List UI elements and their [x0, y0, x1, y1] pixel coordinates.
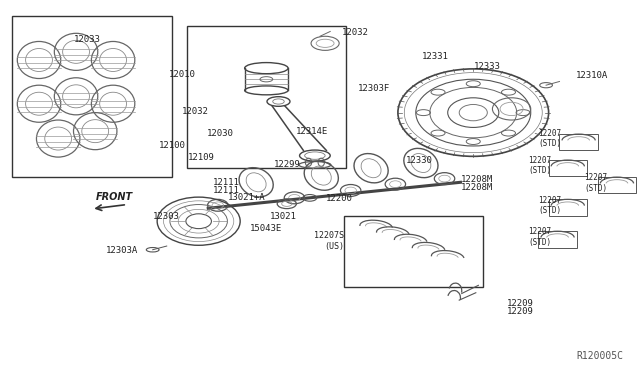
Text: 12100: 12100 [159, 141, 186, 150]
Text: 13021: 13021 [269, 212, 296, 221]
Text: FRONT: FRONT [96, 192, 133, 202]
Text: 12032: 12032 [342, 28, 369, 37]
Text: 12207
(STD): 12207 (STD) [528, 227, 551, 247]
Text: 12111: 12111 [213, 178, 240, 187]
Text: 12208M: 12208M [461, 175, 493, 184]
Bar [598, 177, 636, 193]
Text: 12310A: 12310A [575, 71, 608, 80]
Text: 12207
(STD): 12207 (STD) [584, 173, 607, 193]
Text: 12030: 12030 [207, 129, 234, 138]
Text: 15043E: 15043E [250, 224, 282, 233]
Text: 12331: 12331 [422, 52, 449, 61]
Text: 12033: 12033 [74, 35, 100, 44]
Text: 12109: 12109 [188, 153, 214, 161]
Text: 12207
(STD): 12207 (STD) [538, 129, 561, 148]
Bar [559, 134, 598, 150]
Text: 12303A: 12303A [106, 246, 138, 255]
Text: 12209: 12209 [506, 299, 533, 308]
Text: 12314E: 12314E [296, 126, 328, 136]
Text: 12207
(STD): 12207 (STD) [538, 196, 561, 215]
Text: 13021+A: 13021+A [228, 193, 266, 202]
Text: 12207S
(US): 12207S (US) [314, 231, 344, 251]
Text: 12111: 12111 [213, 186, 240, 195]
Bar [187, 26, 346, 168]
Bar [548, 160, 587, 176]
Text: 12200: 12200 [326, 195, 353, 203]
Text: 12207
(STD): 12207 (STD) [528, 156, 551, 175]
Bar [12, 16, 172, 177]
Text: 12330: 12330 [406, 156, 433, 165]
Text: 12299: 12299 [274, 160, 301, 169]
Text: 12209: 12209 [506, 307, 533, 316]
Text: 12303F: 12303F [358, 84, 390, 93]
Text: 12333: 12333 [474, 62, 500, 71]
Bar [344, 217, 483, 287]
Bar [538, 231, 577, 247]
Text: 12032: 12032 [181, 108, 208, 116]
Text: 12010: 12010 [168, 70, 195, 79]
Text: 12303: 12303 [152, 212, 179, 221]
Text: R120005C: R120005C [577, 351, 623, 361]
Text: 12208M: 12208M [461, 183, 493, 192]
Bar [548, 199, 587, 216]
